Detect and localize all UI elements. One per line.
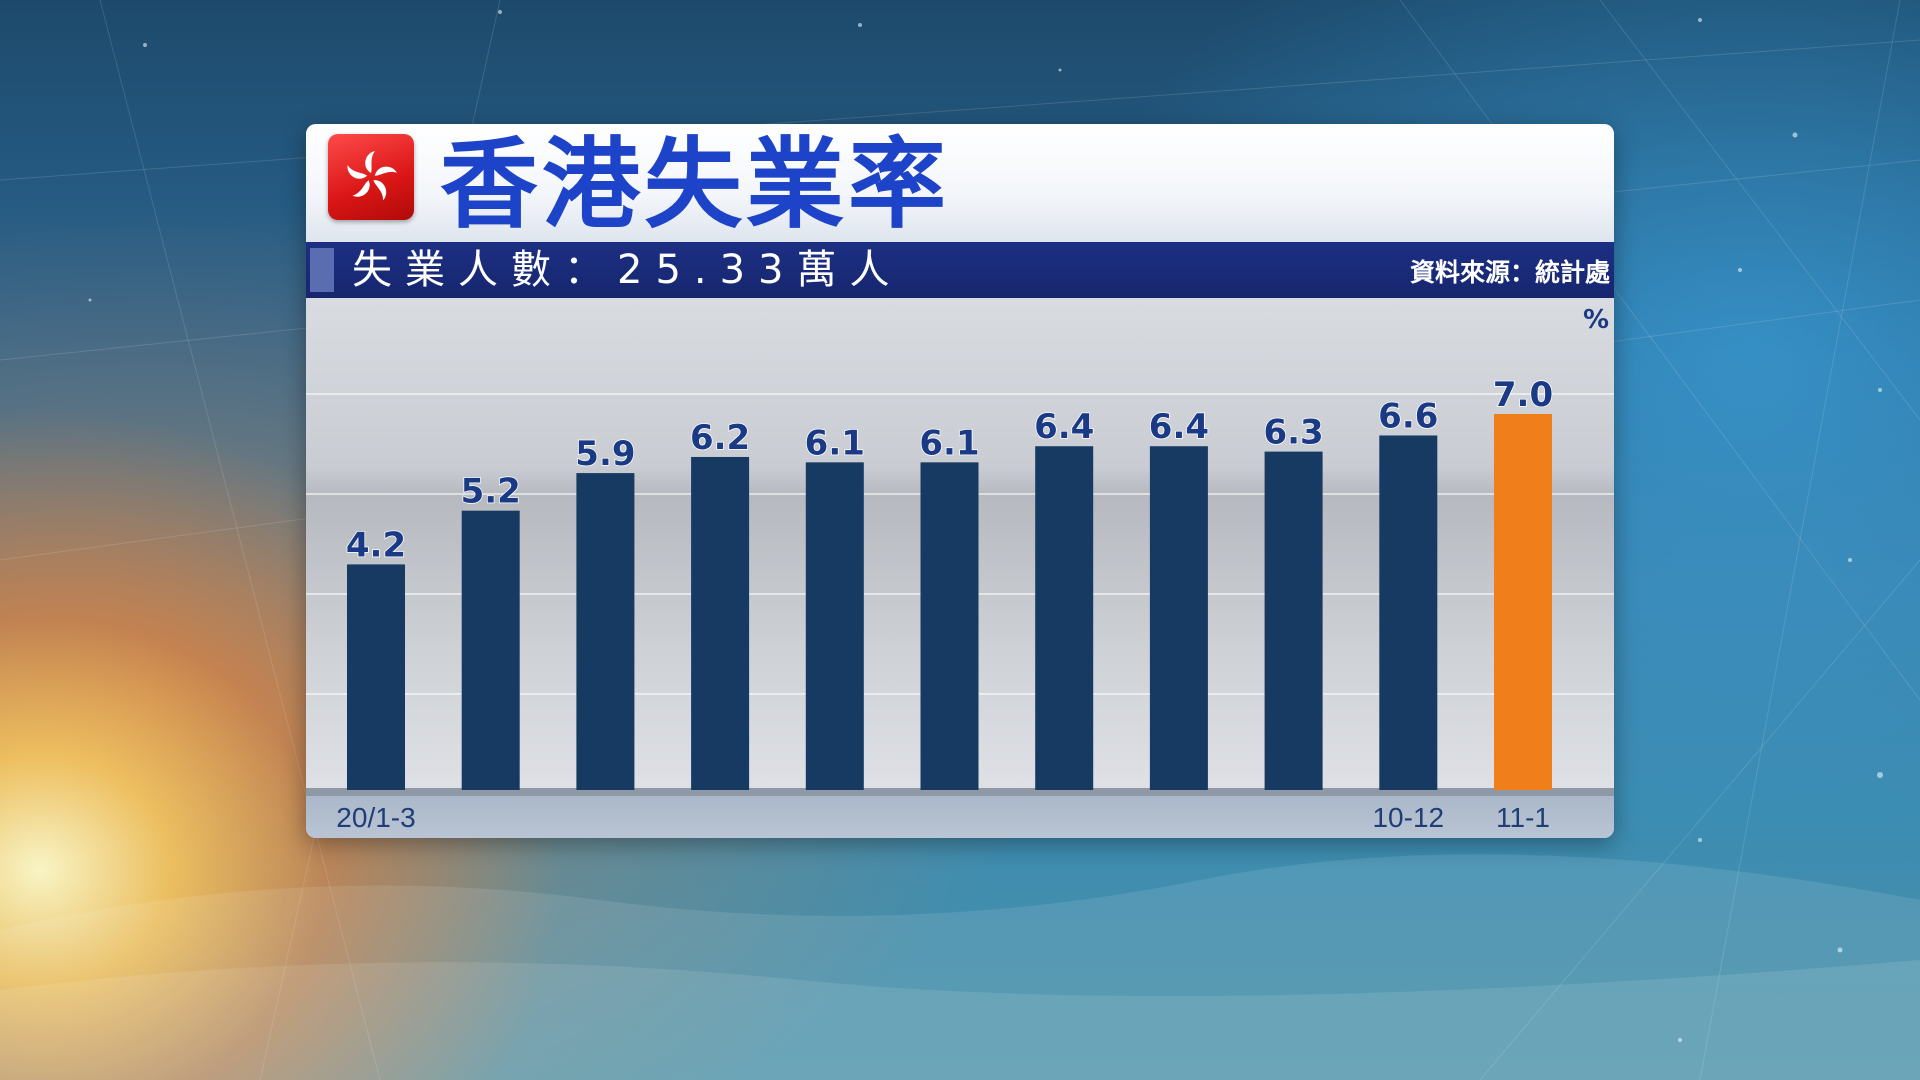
subtitle-accent	[310, 248, 334, 292]
hong-kong-flag-icon	[328, 134, 414, 220]
baseline	[306, 788, 1614, 796]
data-label: 6.1	[805, 423, 865, 463]
data-label: 6.6	[1378, 396, 1438, 436]
data-label: 5.9	[575, 434, 635, 474]
title-bar: 香港失業率	[306, 124, 1614, 242]
data-label: 6.4	[1034, 407, 1094, 447]
bar	[691, 456, 750, 790]
bar-chart: % 4.2 20/1-3 5.2 5.9 6.2 6.1 6.1 6.4 6.4 6.3 6.6 10-…	[306, 305, 1614, 833]
bar	[805, 462, 864, 790]
unit-label: %	[1583, 305, 1609, 335]
data-source: 資料來源：統計處	[1409, 258, 1610, 287]
category-label: 20/1-3	[336, 802, 415, 833]
chart-title: 香港失業率	[440, 128, 951, 242]
data-label: 6.4	[1149, 407, 1209, 447]
data-label: 4.2	[346, 525, 406, 565]
category-axis-bar	[306, 794, 1614, 838]
bar	[1379, 435, 1438, 790]
data-label: 6.3	[1263, 413, 1323, 453]
subtitle-bar: 失業人數：25.33萬人 資料來源：統計處	[306, 242, 1614, 298]
data-label: 6.1	[919, 423, 979, 463]
bar	[576, 473, 635, 790]
data-label: 6.2	[690, 418, 750, 458]
chart-panel: 香港失業率 失業人數：25.33萬人 資料來源：統計處 % 4.2 20/1-3 5.…	[306, 124, 1614, 838]
chart-subtitle: 失業人數：25.33萬人	[352, 247, 903, 293]
bar	[1149, 446, 1208, 790]
bar	[347, 564, 405, 790]
bar	[920, 462, 979, 790]
bar	[1035, 446, 1094, 790]
bar	[1494, 414, 1552, 790]
bar	[1264, 451, 1323, 790]
data-label: 7.0	[1493, 375, 1553, 415]
data-label: 5.2	[461, 472, 521, 512]
bar	[461, 510, 520, 790]
category-label: 11-1	[1496, 802, 1550, 833]
category-label: 10-12	[1372, 802, 1444, 833]
